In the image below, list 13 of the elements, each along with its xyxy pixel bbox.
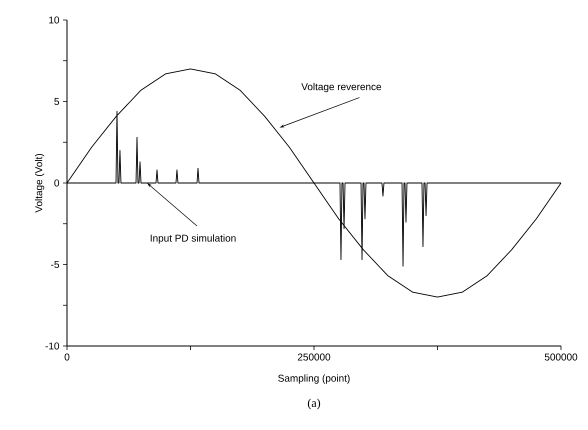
y-axis-title: Voltage (Volt): [34, 154, 44, 213]
x-tick-label: 0: [64, 354, 70, 361]
x-tick-label: 250000: [298, 354, 330, 361]
x-tick-label: 500000: [544, 354, 578, 361]
text: (a): [308, 398, 320, 410]
annotation: Input PD simulation: [150, 234, 236, 244]
y-tick-label: 5: [54, 98, 60, 105]
annotation: Voltage reverence: [301, 82, 382, 92]
x-axis-title: Sampling (point): [278, 374, 350, 384]
y-tick-label: 10: [49, 16, 60, 24]
y-tick-label: -10: [46, 342, 60, 350]
y-tick-label: -5: [51, 261, 60, 268]
y-tick-label: 0: [54, 179, 60, 187]
